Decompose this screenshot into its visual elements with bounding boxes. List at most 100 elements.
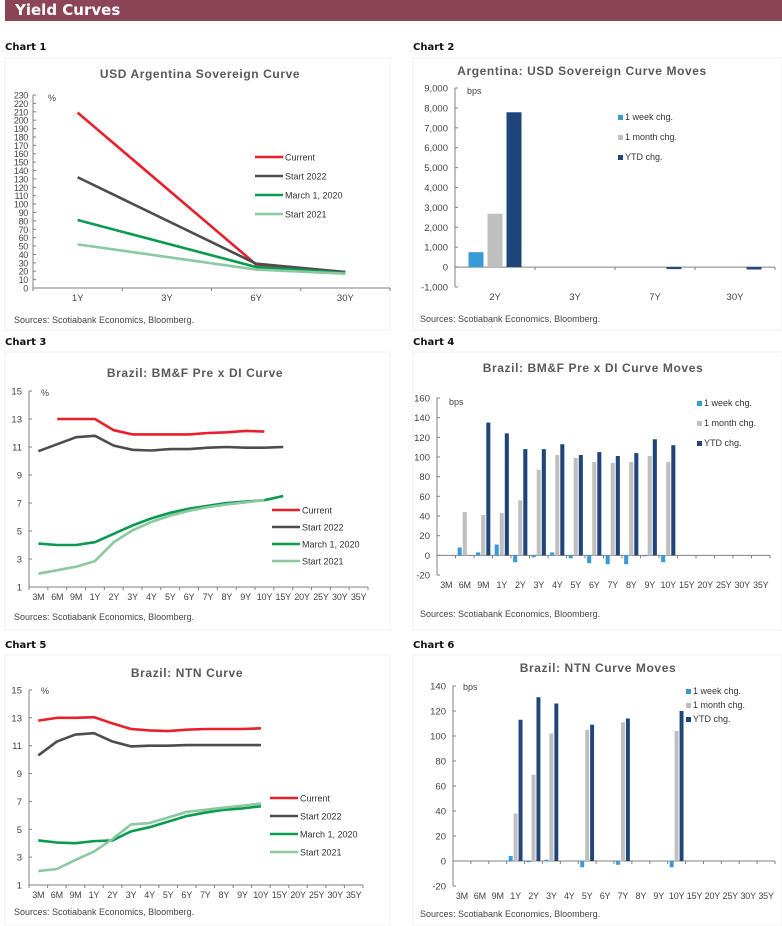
bar-1-month-chg [555,455,560,556]
x-tick-label: 6M [51,890,63,900]
x-tick-label: 20Y [698,580,714,590]
bar-1-week-chg [587,555,592,564]
x-tick-label: 7Y [649,292,661,303]
y-tick-label: 20 [435,832,446,843]
legend-label: Start 2021 [302,557,344,567]
y-tick-label: 180 [14,132,28,142]
y-tick-label: 160 [414,394,430,405]
bar-1-month-chg [481,515,486,556]
y-tick-label: 140 [14,166,28,176]
legend-label: Start 2021 [285,210,327,220]
y-tick-label: 80 [419,472,430,483]
y-tick-label: 3 [17,853,22,864]
chart-frame [412,654,782,926]
chart-frame [4,654,391,926]
bar-1-month-chg [536,469,541,556]
bar-1-month-chg [573,457,578,556]
chart-title: Brazil: BM&F Pre x DI Curve Moves [483,361,704,375]
bar-1-month-chg [674,731,679,861]
chart-4: Brazil: BM&F Pre x DI Curve Moves -20 0 20 4… [412,351,782,631]
y-tick-label: -1,000 [421,283,448,294]
legend-label: Start 2022 [285,172,327,182]
x-tick-label: 3Y [126,890,137,900]
x-tick-label: 6Y [184,592,195,602]
bar-1-month-chg [666,461,671,556]
y-tick-label: 100 [414,453,430,464]
x-tick-label: 3M [440,580,452,590]
y-tick-label: 0 [441,857,446,868]
legend-swatch [618,155,623,160]
chart-frame [4,57,391,331]
x-tick-label: 35Y [346,890,362,900]
y-tick-label: 4,000 [424,183,448,194]
bar-1-week-chg [661,555,666,563]
y-tick-label: 11 [12,443,22,454]
x-tick-label: 8Y [221,592,232,602]
bar-1-week-chg [531,555,536,558]
y-tick-label: -20 [416,571,430,582]
bar-1-week-chg [669,861,674,868]
x-tick-label: 35Y [753,580,769,590]
y-tick-label: 0 [425,551,430,562]
chart-title: Brazil: NTN Curve Moves [520,661,677,675]
legend-label: 1 week chg. [693,686,741,696]
x-tick-label: 6M [459,580,471,590]
x-tick-label: 8Y [219,890,230,900]
bar-ytd-chg [541,449,546,556]
x-tick-label: 5Y [165,592,176,602]
y-tick-label: 60 [435,782,446,793]
x-tick-label: 9M [70,592,82,602]
x-tick-label: 2Y [515,580,526,590]
y-tick-label: 80 [435,757,446,768]
bar-1-week-chg [526,861,531,863]
bar-ytd-chg [523,449,528,556]
y-tick-label: 210 [14,107,28,117]
x-tick-label: 15Y [687,891,703,901]
x-tick-label: 30Y [327,890,343,900]
y-tick-label: 3,000 [424,203,448,214]
legend-label: Start 2021 [300,848,342,858]
legend-swatch [697,441,702,446]
bar-1-week-chg [476,552,481,556]
bar-1-month-chg [610,462,615,556]
chart-1-label: Chart 1 [5,42,47,53]
y-tick-label: 1 [17,881,22,892]
legend-label: Current [300,794,331,804]
x-tick-label: 25Y [309,890,325,900]
legend-label: 1 month chg. [625,132,677,142]
x-tick-label: 35Y [351,592,367,602]
x-tick-label: 1Y [89,890,100,900]
section-header: Yield Curves [5,0,782,21]
bar-ytd-chg [597,452,602,556]
y-tick-label: 160 [14,149,28,159]
x-tick-label: 3M [32,890,44,900]
x-tick-label: 7Y [200,890,211,900]
y-tick-label: 50 [19,242,29,252]
chart-frame [412,57,782,331]
y-tick-label: 130 [14,174,28,184]
x-tick-label: 25Y [313,592,329,602]
x-tick-label: 6M [51,592,63,602]
x-tick-label: 5Y [582,891,593,901]
x-tick-label: 25Y [723,891,739,901]
chart-2-label: Chart 2 [413,42,455,53]
chart-6: Brazil: NTN Curve Moves -20 0 20 40 60 80 100 12… [412,654,782,926]
x-tick-label: 6Y [250,293,262,304]
source-note: Sources: Scotiabank Economics, Bloomberg… [14,612,194,622]
y-tick-label: 9 [17,769,22,780]
chart-title: Argentina: USD Sovereign Curve Moves [457,64,707,78]
bar-1-week-chg [642,555,647,557]
bar-1-week-chg [580,861,585,868]
x-tick-label: 4Y [564,891,575,901]
bar-1-month-chg [629,461,634,556]
y-unit-label: bps [449,397,464,407]
chart-4-label: Chart 4 [413,337,455,348]
y-tick-label: 140 [430,682,446,693]
legend-swatch [686,717,691,722]
y-tick-label: 200 [14,116,28,126]
legend-label: YTD chg. [704,438,742,448]
x-tick-label: 1Y [72,293,84,304]
y-tick-label: 60 [19,233,29,243]
legend-swatch [618,115,623,120]
x-tick-label: 20Y [705,891,721,901]
